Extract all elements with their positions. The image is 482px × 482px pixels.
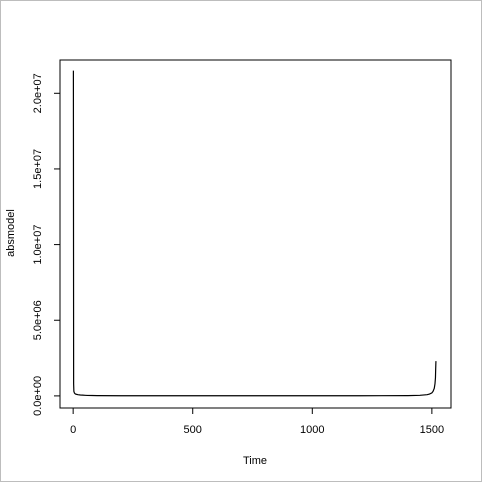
y-tick-label: 0.0e+00 bbox=[32, 376, 44, 416]
x-axis: 0 500 1000 1500 bbox=[70, 407, 444, 436]
series-layer bbox=[72, 70, 437, 397]
y-tick-label: 2.0e+07 bbox=[32, 73, 44, 113]
x-tick-label: 0 bbox=[70, 424, 76, 436]
x-tick-label: 1000 bbox=[300, 424, 324, 436]
plot-box bbox=[59, 59, 452, 409]
x-tick-label: 500 bbox=[184, 424, 202, 436]
series-line-0 bbox=[72, 70, 437, 397]
y-axis: 0.0e+00 5.0e+06 1.0e+07 1.5e+07 2.0e+07 bbox=[32, 73, 61, 416]
y-tick-label: 1.5e+07 bbox=[32, 149, 44, 189]
y-axis-title: absmodel bbox=[5, 209, 17, 257]
x-axis-title: Time bbox=[243, 455, 267, 467]
y-tick-label: 5.0e+06 bbox=[32, 300, 44, 340]
y-tick-label: 1.0e+07 bbox=[32, 225, 44, 265]
x-tick-label: 1500 bbox=[420, 424, 444, 436]
